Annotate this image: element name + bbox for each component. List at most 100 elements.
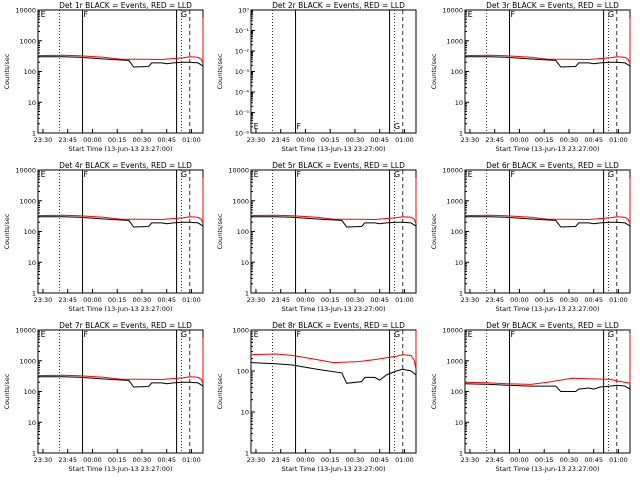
x-tick-label: 00:15 [534, 136, 553, 144]
y-axis-label: Counts/sec [216, 213, 224, 249]
y-tick-label: 1 [459, 450, 463, 458]
y-tick-label: 1000 [19, 37, 36, 45]
y-tick-label: 10 [241, 259, 249, 267]
x-tick-label: 00:00 [296, 136, 315, 144]
x-tick-label: 01:00 [395, 456, 414, 464]
x-axis-label: Start Time (13-Jun-13 23:27:00) [69, 145, 173, 153]
events-series-line [38, 216, 204, 228]
marker-annotation: F [510, 330, 515, 339]
y-tick-label: 10 [28, 259, 36, 267]
marker-annotation: F [510, 170, 515, 179]
x-tick-label: 23:45 [58, 296, 77, 304]
panel-title: Det 4r BLACK = Events, RED = LLD [59, 161, 192, 170]
x-tick-label: 00:30 [559, 296, 578, 304]
lld-series-line [37, 178, 204, 226]
x-tick-label: 01:00 [395, 136, 414, 144]
plot-frame [37, 9, 204, 134]
marker-annotation: F [84, 170, 89, 179]
lld-series-line [464, 178, 631, 226]
x-tick-label: 23:30 [247, 296, 266, 304]
y-tick-label: 1 [459, 130, 463, 138]
detector-panel-6: Det 6r BLACK = Events, RED = LLD 1 10 100 10… [430, 161, 631, 313]
x-tick-label: 23:30 [247, 456, 266, 464]
marker-annotation: E [41, 10, 46, 19]
lld-series-line [37, 18, 204, 66]
x-tick-label: 23:30 [34, 456, 53, 464]
x-axis-label: Start Time (13-Jun-13 23:27:00) [495, 305, 599, 313]
marker-annotation: G [394, 170, 400, 179]
plot-frame [250, 169, 417, 294]
x-tick-label: 00:00 [296, 296, 315, 304]
y-tick-label: 100 [237, 228, 249, 236]
y-tick-label: 1000 [233, 197, 250, 205]
y-tick-label: 10⁻⁴ [235, 89, 250, 97]
x-tick-label: 01:00 [609, 296, 628, 304]
y-tick-label: 10 [454, 419, 462, 427]
y-tick-label: 1000 [446, 197, 463, 205]
x-tick-label: 23:30 [460, 136, 479, 144]
detector-panel-5: Det 5r BLACK = Events, RED = LLD 1 10 100 10… [216, 161, 417, 313]
events-series-line [464, 216, 631, 228]
x-axis-label: Start Time (13-Jun-13 23:27:00) [282, 145, 386, 153]
x-tick-label: 00:45 [584, 136, 603, 144]
plot-frame [37, 329, 204, 454]
x-tick-label: 00:00 [510, 136, 529, 144]
x-tick-label: 00:00 [83, 296, 102, 304]
y-tick-label: 10 [454, 259, 462, 267]
detector-panel-8: Det 8r BLACK = Events, RED = LLD 1 10 100 10… [216, 321, 417, 473]
marker-annotation: E [41, 170, 46, 179]
events-series-line [38, 376, 204, 388]
panel-title: Det 3r BLACK = Events, RED = LLD [486, 1, 619, 10]
plot-frame [464, 329, 631, 454]
x-tick-label: 00:00 [83, 456, 102, 464]
y-tick-label: 100 [450, 68, 462, 76]
x-tick-label: 00:15 [108, 136, 127, 144]
marker-annotation: G [394, 330, 400, 339]
x-tick-label: 00:15 [321, 456, 340, 464]
x-tick-label: 00:45 [584, 296, 603, 304]
y-tick-label: 10⁻⁵ [235, 109, 250, 117]
y-tick-label: 10000 [15, 167, 36, 175]
events-series-line [464, 56, 631, 68]
y-axis-label: Counts/sec [216, 373, 224, 409]
marker-annotation: E [254, 122, 259, 131]
y-tick-label: 10⁻¹ [235, 27, 250, 35]
x-tick-label: 00:00 [510, 456, 529, 464]
plot-frame [464, 9, 631, 134]
x-tick-label: 00:15 [108, 296, 127, 304]
panel-title: Det 5r BLACK = Events, RED = LLD [272, 161, 405, 170]
x-tick-label: 23:30 [34, 136, 53, 144]
x-tick-label: 23:45 [58, 456, 77, 464]
y-tick-label: 1 [245, 450, 249, 458]
y-tick-label: 1000 [446, 37, 463, 45]
x-tick-label: 23:30 [460, 456, 479, 464]
x-tick-label: 00:30 [346, 296, 365, 304]
y-axis-label: Counts/sec [3, 213, 11, 249]
y-tick-label: 10 [241, 409, 249, 417]
detector-panel-3: Det 3r BLACK = Events, RED = LLD 1 10 100 10… [430, 1, 631, 153]
marker-annotation: G [608, 10, 614, 19]
panel-title: Det 6r BLACK = Events, RED = LLD [486, 161, 619, 170]
y-tick-label: 10000 [229, 167, 250, 175]
x-tick-label: 00:30 [346, 456, 365, 464]
x-tick-label: 01:00 [182, 296, 201, 304]
y-tick-label: 100 [24, 388, 36, 396]
y-tick-label: 10 [454, 99, 462, 107]
x-tick-label: 00:30 [559, 456, 578, 464]
panel-title: Det 8r BLACK = Events, RED = LLD [272, 321, 405, 330]
x-tick-label: 00:45 [584, 456, 603, 464]
y-tick-label: 1 [245, 290, 249, 298]
x-axis-label: Start Time (13-Jun-13 23:27:00) [495, 145, 599, 153]
x-tick-label: 01:00 [609, 136, 628, 144]
panel-title: Det 9r BLACK = Events, RED = LLD [486, 321, 619, 330]
y-tick-label: 10⁰ [238, 7, 249, 15]
y-tick-label: 10000 [442, 327, 463, 335]
y-tick-label: 1 [32, 290, 36, 298]
y-tick-label: 10000 [442, 7, 463, 15]
y-axis-label: Counts/sec [3, 373, 11, 409]
x-tick-label: 23:45 [485, 456, 504, 464]
lld-series-line [464, 333, 631, 385]
plot-frame [464, 169, 631, 294]
marker-annotation: G [394, 122, 400, 131]
